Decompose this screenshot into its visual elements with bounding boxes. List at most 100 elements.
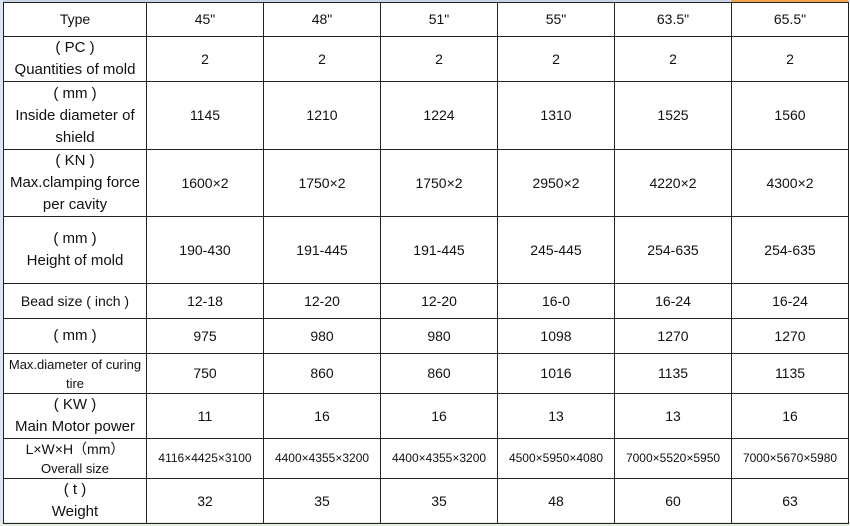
table-row: ( PC ) Quantities of mold 2 2 2 2 2 2 bbox=[3, 36, 849, 82]
header-type-cell: 63.5" bbox=[614, 2, 732, 37]
cell-value: 4400×4355×3200 bbox=[391, 451, 487, 465]
cell-value: 1270 bbox=[774, 327, 806, 344]
type-value: 55" bbox=[545, 11, 567, 27]
value-cell: 60 bbox=[614, 478, 732, 524]
value-cell: 1525 bbox=[614, 81, 732, 150]
cell-value: 980 bbox=[310, 327, 334, 344]
cell-value: 2 bbox=[435, 50, 443, 67]
row-label-cell: Max.diameter of curing tire bbox=[3, 353, 147, 394]
row-label: Max.clamping force per cavity bbox=[9, 174, 141, 213]
value-cell: 1135 bbox=[731, 353, 849, 394]
table-row: ( t ) Weight 32 35 35 48 60 63 bbox=[3, 478, 849, 524]
cell-value: 16-0 bbox=[541, 292, 571, 309]
row-label-cell: Bead size ( inch ) bbox=[3, 283, 147, 319]
cell-value: 1750×2 bbox=[298, 174, 346, 191]
value-cell: 1135 bbox=[614, 353, 732, 394]
value-cell: 48 bbox=[497, 478, 615, 524]
value-cell: 1560 bbox=[731, 81, 849, 150]
cell-value: 1310 bbox=[540, 107, 572, 123]
cell-value: 245-445 bbox=[530, 241, 582, 258]
value-cell: 1310 bbox=[497, 81, 615, 150]
row-unit: ( mm ) bbox=[53, 327, 97, 344]
value-cell: 13 bbox=[614, 393, 732, 439]
value-cell: 4116×4425×3100 bbox=[146, 438, 264, 479]
row-label-cell: ( mm ) Inside diameter of shield bbox=[3, 81, 147, 150]
value-cell: 4400×4355×3200 bbox=[263, 438, 381, 479]
row-label-cell: ( mm ) Height of mold bbox=[3, 216, 147, 284]
cell-value: 12-20 bbox=[304, 292, 340, 309]
cell-value: 35 bbox=[431, 492, 447, 509]
type-value: 63.5" bbox=[656, 11, 690, 27]
value-cell: 13 bbox=[497, 393, 615, 439]
value-cell: 16 bbox=[731, 393, 849, 439]
cell-value: 4300×2 bbox=[766, 174, 814, 191]
cell-value: 1224 bbox=[423, 107, 455, 123]
cell-value: 190-430 bbox=[179, 241, 231, 258]
header-type-cell: 48" bbox=[263, 2, 381, 37]
row-label: Height of mold bbox=[26, 252, 124, 269]
cell-value: 860 bbox=[310, 365, 334, 381]
table-row: Bead size ( inch ) 12-18 12-20 12-20 16-0 16-… bbox=[3, 283, 849, 319]
cell-value: 1016 bbox=[540, 365, 572, 381]
value-cell: 750 bbox=[146, 353, 264, 394]
value-cell: 1750×2 bbox=[263, 149, 381, 217]
value-cell: 980 bbox=[380, 318, 498, 354]
value-cell: 12-20 bbox=[380, 283, 498, 319]
row-label-cell: L×W×H（mm） Overall size bbox=[3, 438, 147, 479]
table-row: ( mm ) Inside diameter of shield 1145 1210 1… bbox=[3, 81, 849, 150]
value-cell: 254-635 bbox=[731, 216, 849, 284]
value-cell: 16 bbox=[263, 393, 381, 439]
value-cell: 1210 bbox=[263, 81, 381, 150]
cell-value: 2 bbox=[552, 50, 560, 67]
cell-value: 1270 bbox=[657, 327, 689, 344]
cell-value: 4400×4355×3200 bbox=[274, 451, 370, 465]
value-cell: 2 bbox=[146, 36, 264, 82]
cell-value: 63 bbox=[782, 492, 798, 509]
cell-value: 1135 bbox=[774, 365, 806, 381]
header-type-cell: 45" bbox=[146, 2, 264, 37]
value-cell: 4220×2 bbox=[614, 149, 732, 217]
table-row: Max.diameter of curing tire 750 860 860 1016… bbox=[3, 353, 849, 394]
cell-value: 191-445 bbox=[413, 241, 465, 258]
cell-value: 12-20 bbox=[421, 292, 457, 309]
header-type-cell: 51" bbox=[380, 2, 498, 37]
spec-table: Type 45" 48" 51" 55" 63.5" 65.5" ( PC ) Quantiti… bbox=[3, 2, 849, 524]
cell-value: 2950×2 bbox=[532, 174, 580, 191]
value-cell: 4500×5950×4080 bbox=[497, 438, 615, 479]
row-label: Weight bbox=[51, 503, 99, 520]
row-unit: ( t ) bbox=[63, 481, 87, 498]
cell-value: 1600×2 bbox=[181, 174, 229, 191]
value-cell: 16 bbox=[380, 393, 498, 439]
value-cell: 63 bbox=[731, 478, 849, 524]
cell-value: 7000×5520×5950 bbox=[625, 451, 721, 465]
value-cell: 1016 bbox=[497, 353, 615, 394]
header-type-cell: 55" bbox=[497, 2, 615, 37]
value-cell: 16-24 bbox=[731, 283, 849, 319]
cell-value: 12-18 bbox=[187, 292, 223, 309]
cell-value: 2 bbox=[669, 50, 677, 67]
value-cell: 11 bbox=[146, 393, 264, 439]
cell-value: 4116×4425×3100 bbox=[158, 451, 252, 465]
cell-value: 13 bbox=[665, 407, 681, 424]
row-label: Bead size ( inch ) bbox=[20, 292, 130, 309]
row-unit: ( PC ) bbox=[55, 39, 95, 56]
value-cell: 2 bbox=[380, 36, 498, 82]
value-cell: 16-24 bbox=[614, 283, 732, 319]
value-cell: 4400×4355×3200 bbox=[380, 438, 498, 479]
value-cell: 190-430 bbox=[146, 216, 264, 284]
row-unit: L×W×H（mm） bbox=[25, 440, 125, 457]
cell-value: 254-635 bbox=[764, 241, 816, 258]
cell-value: 4220×2 bbox=[649, 174, 697, 191]
header-type-cell: 65.5" bbox=[731, 2, 849, 37]
value-cell: 4300×2 bbox=[731, 149, 849, 217]
row-label-cell: ( mm ) bbox=[3, 318, 147, 354]
type-value: 65.5" bbox=[773, 11, 807, 27]
cell-value: 1525 bbox=[657, 107, 689, 123]
header-label: Type bbox=[59, 11, 91, 27]
table-row: ( KW ) Main Motor power 11 16 16 13 13 16 bbox=[3, 393, 849, 439]
cell-value: 11 bbox=[197, 407, 213, 424]
row-unit: ( KN ) bbox=[55, 152, 95, 169]
row-label: Quantities of mold bbox=[14, 61, 136, 78]
cell-value: 1560 bbox=[774, 107, 806, 123]
cell-value: 7000×5670×5980 bbox=[742, 451, 838, 465]
